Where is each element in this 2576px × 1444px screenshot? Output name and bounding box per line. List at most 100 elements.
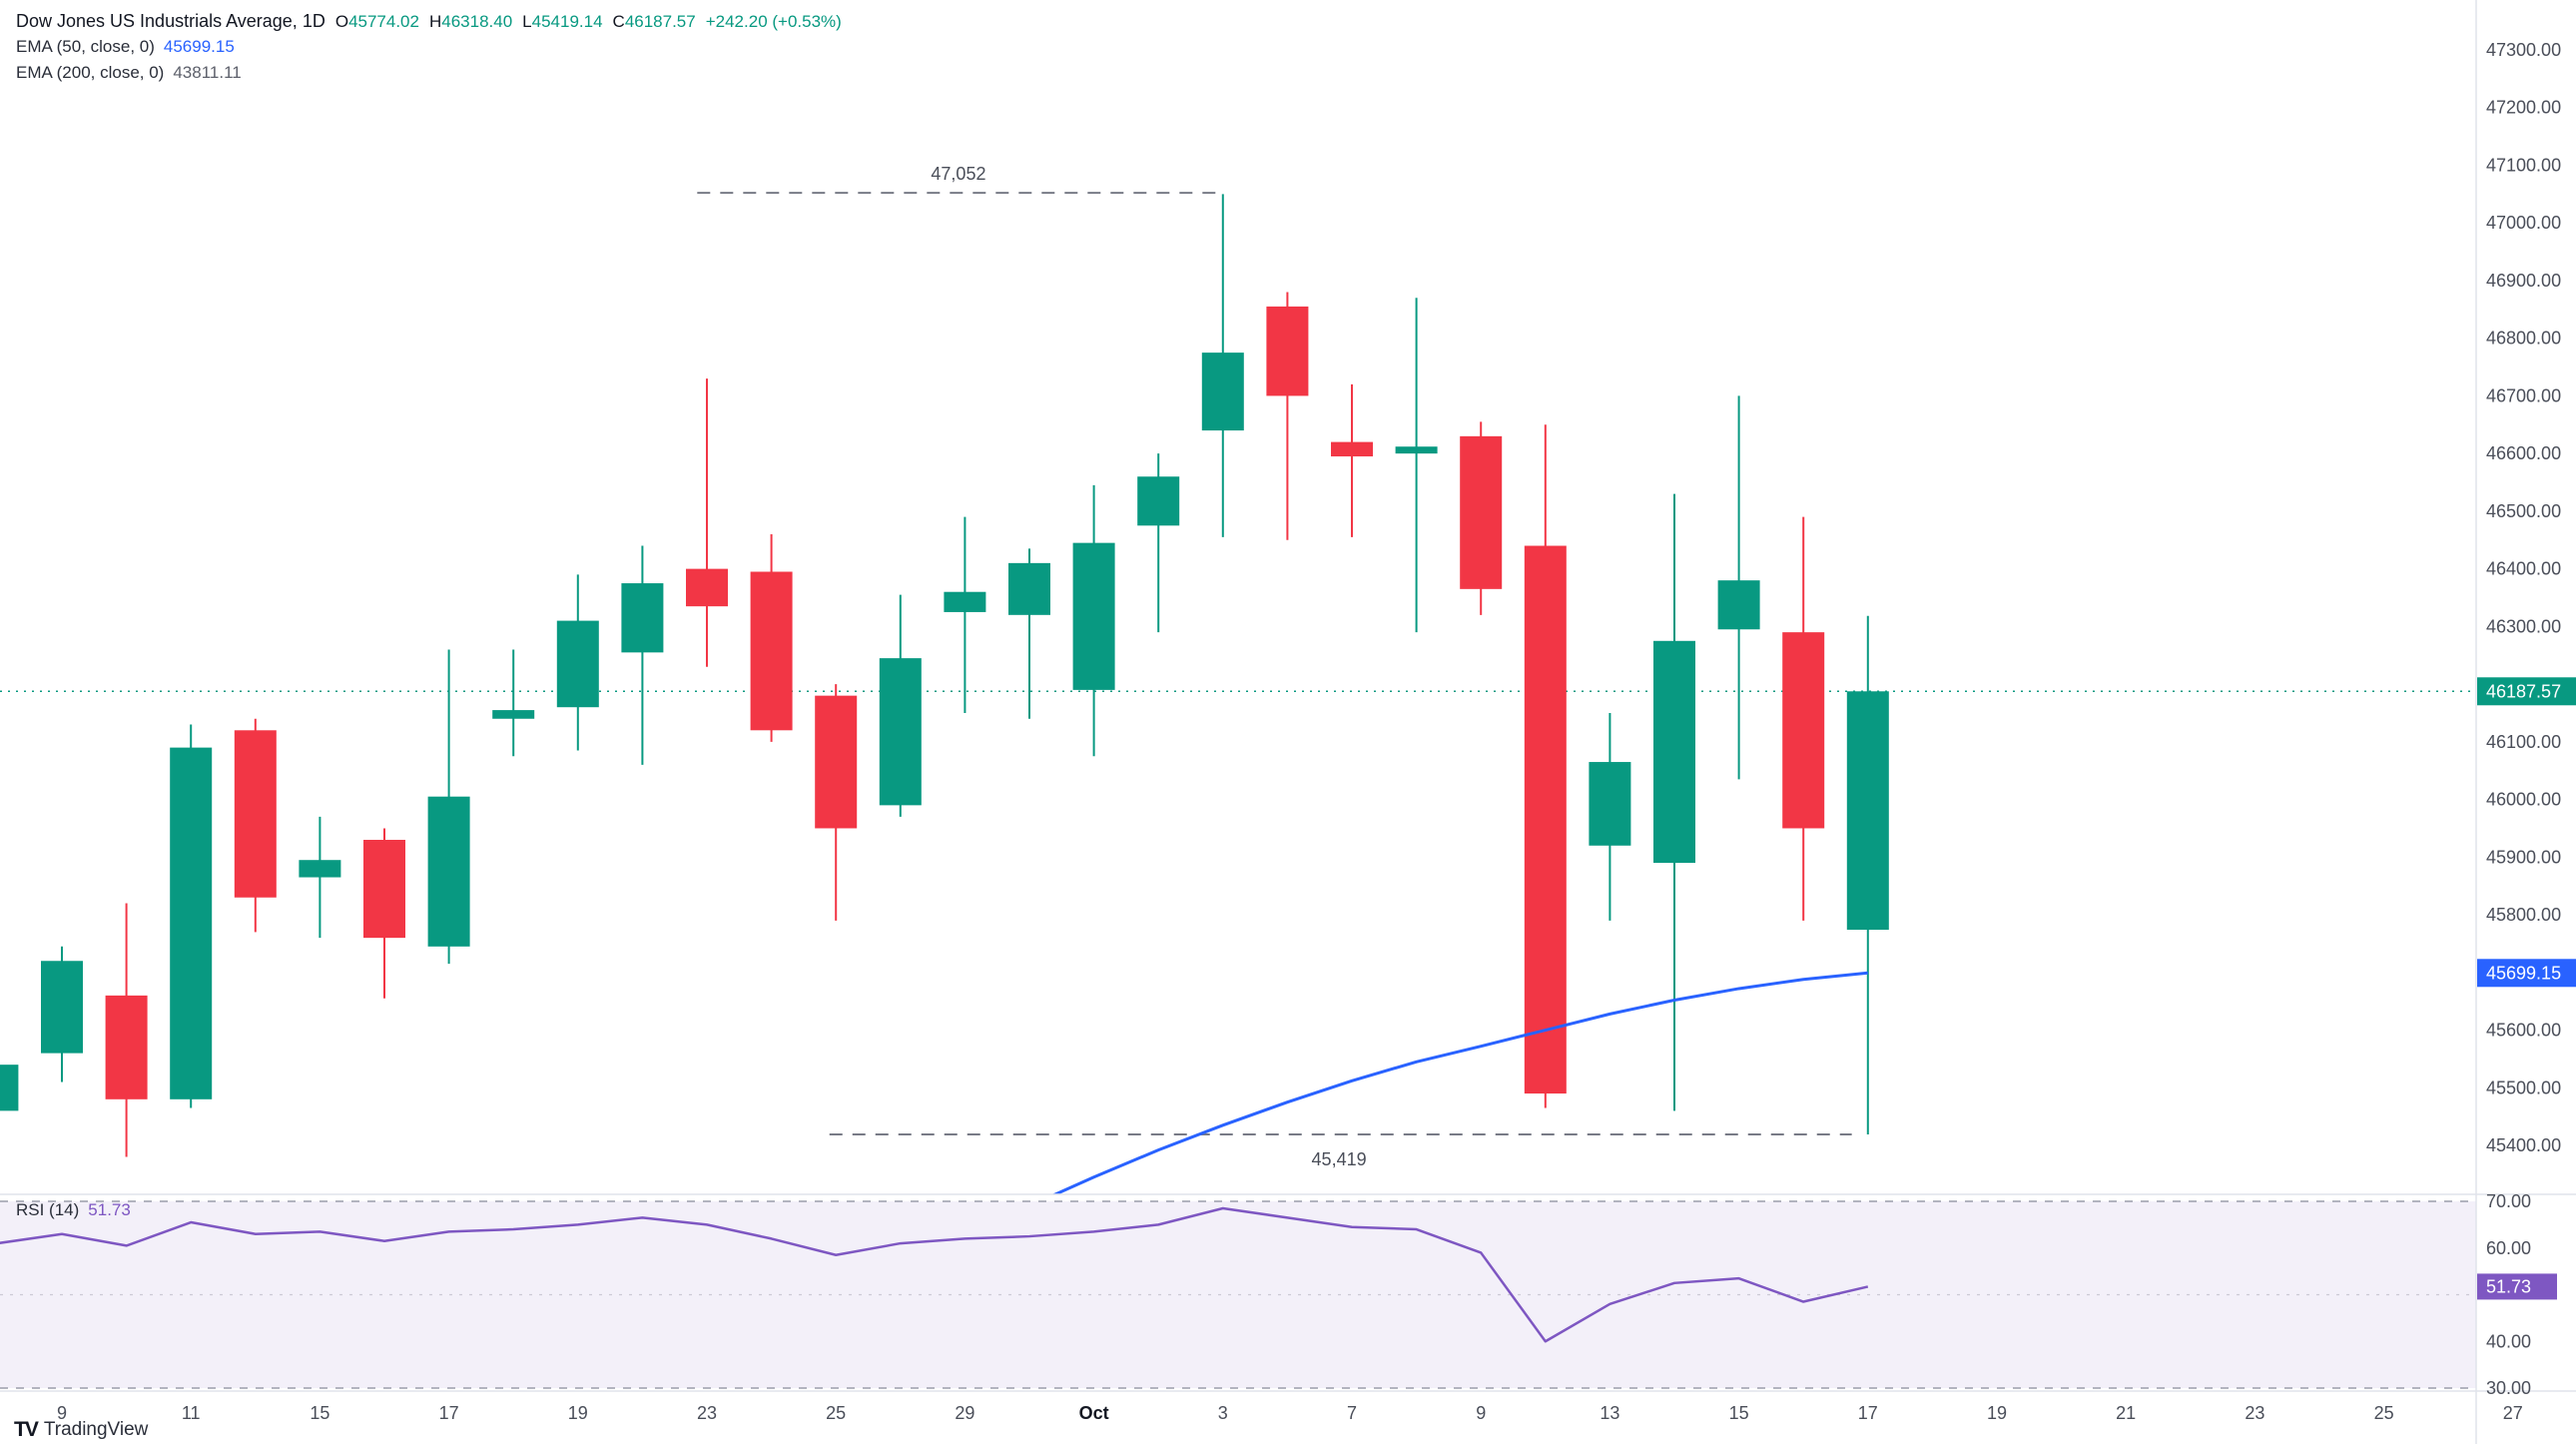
time-axis-label[interactable]: 17 (439, 1403, 459, 1423)
ema50-legend-row[interactable]: EMA (50, close, 0) 45699.15 (16, 34, 842, 60)
candle-body (1460, 435, 1503, 589)
ema50-label: EMA (50, close, 0) (16, 37, 155, 56)
price-axis-label[interactable]: 46400.00 (2486, 559, 2561, 579)
candle-body (1846, 691, 1889, 931)
candle-body (1653, 640, 1695, 864)
candle-body (492, 710, 535, 719)
time-axis-label[interactable]: 25 (2374, 1403, 2394, 1423)
time-axis-label[interactable]: 19 (568, 1403, 588, 1423)
time-axis-label[interactable]: 25 (826, 1403, 846, 1423)
level-label: 47,052 (931, 164, 985, 184)
candles-series[interactable] (0, 194, 1889, 1157)
price-axis-label[interactable]: 46600.00 (2486, 443, 2561, 463)
price-axis-label[interactable]: 46300.00 (2486, 616, 2561, 636)
time-axis-label[interactable]: Oct (1079, 1403, 1109, 1423)
rsi-axis-label[interactable]: 60.00 (2486, 1238, 2531, 1258)
candle-body (944, 591, 986, 612)
candle-body (1072, 542, 1115, 690)
price-axis-label[interactable]: 47300.00 (2486, 40, 2561, 60)
price-axis-label[interactable]: 45800.00 (2486, 905, 2561, 925)
candle-body (1331, 441, 1373, 457)
time-axis-label[interactable]: 9 (57, 1403, 67, 1423)
candle-body (41, 961, 83, 1054)
ema50-value: 45699.15 (163, 37, 235, 56)
candle-body (1137, 476, 1180, 526)
ema50-price-badge[interactable] (2477, 959, 2576, 988)
candle-body (299, 860, 341, 878)
rsi-value-badge[interactable] (2477, 1273, 2557, 1300)
candle-body (1782, 632, 1825, 829)
candle-body (815, 695, 858, 829)
symbol-title: Dow Jones US Industrials Average, 1D (16, 11, 325, 31)
rsi-axis-label[interactable]: 30.00 (2486, 1378, 2531, 1398)
candle-body (1008, 562, 1050, 615)
candle-body (879, 658, 922, 806)
last-price-badge[interactable] (2477, 677, 2576, 706)
ema200-value: 43811.11 (173, 63, 242, 82)
price-axis-label[interactable]: 46100.00 (2486, 732, 2561, 752)
time-axis-label[interactable]: 19 (1987, 1403, 2007, 1423)
candle-body (1524, 545, 1567, 1094)
candle-body (621, 583, 664, 653)
rsi-axis-label[interactable]: 40.00 (2486, 1331, 2531, 1351)
price-axis-label[interactable]: 46900.00 (2486, 271, 2561, 291)
time-axis-label[interactable]: 17 (1858, 1403, 1878, 1423)
price-axis-label[interactable]: 47000.00 (2486, 213, 2561, 233)
time-axis-label[interactable]: 9 (1476, 1403, 1486, 1423)
price-axis-label[interactable]: 46800.00 (2486, 329, 2561, 349)
rsi-legend-row[interactable]: RSI (14) 51.73 (16, 1198, 131, 1222)
time-axis-label[interactable]: 13 (1600, 1403, 1619, 1423)
price-axis-label[interactable]: 45900.00 (2486, 847, 2561, 867)
time-axis-label[interactable]: 29 (955, 1403, 974, 1423)
candle-body (1717, 580, 1760, 630)
rsi-band (0, 1201, 2476, 1388)
ema200-legend-row[interactable]: EMA (200, close, 0) 43811.11 (16, 60, 842, 86)
time-axis-label[interactable]: 23 (2245, 1403, 2264, 1423)
candle-body (1266, 306, 1309, 396)
rsi-label: RSI (14) (16, 1200, 80, 1219)
ema50-price-badge-text: 45699.15 (2486, 963, 2561, 983)
tradingview-logo-icon: TV (14, 1418, 39, 1441)
ema50-line[interactable] (965, 971, 1868, 1231)
level-label: 45,419 (1312, 1149, 1367, 1169)
tradingview-branding[interactable]: TV TradingView (14, 1418, 148, 1442)
time-axis-label[interactable]: 11 (182, 1403, 201, 1423)
candle-body (1201, 353, 1244, 431)
time-axis-label[interactable]: 27 (2503, 1403, 2523, 1423)
change-value: +242.20 (+0.53%) (705, 12, 842, 31)
legend: Dow Jones US Industrials Average, 1D O45… (16, 8, 842, 86)
candle-body (750, 571, 793, 731)
ohlc-close: C46187.57 (612, 12, 696, 31)
candle-body (427, 796, 470, 947)
candle-body (556, 620, 599, 708)
last-price-badge-text: 46187.57 (2486, 681, 2561, 701)
time-axis-label[interactable]: 7 (1347, 1403, 1357, 1423)
price-axis-label[interactable]: 46000.00 (2486, 790, 2561, 810)
rsi-axis-label[interactable]: 70.00 (2486, 1191, 2531, 1211)
price-axis-label[interactable]: 46500.00 (2486, 501, 2561, 521)
time-axis-label[interactable]: 21 (2116, 1403, 2136, 1423)
candle-body (363, 839, 405, 939)
time-axis-label[interactable]: 23 (697, 1403, 717, 1423)
price-axis-label[interactable]: 47200.00 (2486, 98, 2561, 118)
rsi-value: 51.73 (88, 1200, 131, 1219)
rsi-badge-text: 51.73 (2486, 1276, 2531, 1296)
candle-body (0, 1065, 19, 1111)
rsi-line[interactable] (0, 1206, 1869, 1343)
symbol-legend-row[interactable]: Dow Jones US Industrials Average, 1D O45… (16, 8, 842, 34)
price-axis-label[interactable]: 45400.00 (2486, 1135, 2561, 1155)
price-axis-label[interactable]: 46700.00 (2486, 385, 2561, 405)
price-axis-label[interactable]: 45500.00 (2486, 1078, 2561, 1097)
time-axis-label[interactable]: 15 (310, 1403, 329, 1423)
ohlc-high: H46318.40 (428, 12, 513, 31)
price-axis-label[interactable]: 47100.00 (2486, 155, 2561, 175)
tradingview-wordmark: TradingView (43, 1419, 149, 1440)
ohlc-low: L45419.14 (522, 12, 603, 31)
price-axis-label[interactable]: 45600.00 (2486, 1021, 2561, 1041)
time-axis-label[interactable]: 15 (1729, 1403, 1749, 1423)
candle-body (686, 568, 728, 607)
time-axis-label[interactable]: 3 (1218, 1403, 1228, 1423)
candle-body (1395, 446, 1438, 454)
ohlc-open: O45774.02 (334, 12, 419, 31)
